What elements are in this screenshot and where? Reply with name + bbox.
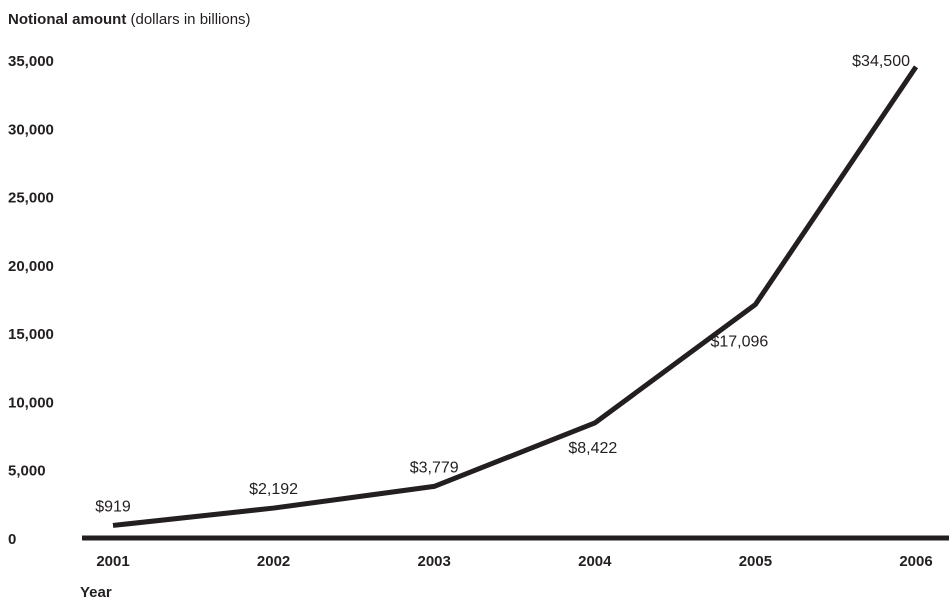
y-axis-title-bold: Notional amount — [8, 11, 126, 28]
x-tick-label: 2006 — [899, 553, 932, 570]
x-tick-label: 2003 — [418, 553, 451, 570]
data-label: $919 — [95, 498, 131, 515]
y-tick-label: 5,000 — [8, 463, 46, 480]
y-tick-label: 35,000 — [8, 53, 54, 70]
y-tick-label: 15,000 — [8, 326, 54, 343]
data-label: $8,422 — [568, 440, 617, 457]
y-tick-label: 20,000 — [8, 258, 54, 275]
y-tick-label: 0 — [8, 531, 16, 548]
data-label: $34,500 — [852, 53, 910, 70]
y-axis-title: Notional amount (dollars in billions) — [8, 11, 251, 28]
x-axis-ticks: 2001 2002 2003 2004 2005 2006 — [96, 553, 932, 570]
data-label: $17,096 — [710, 334, 768, 351]
data-labels: $919 $2,192 $3,779 $8,422 $17,096 $34,500 — [95, 53, 910, 516]
x-axis-title: Year — [80, 584, 112, 601]
data-label: $2,192 — [249, 481, 298, 498]
x-tick-label: 2002 — [257, 553, 290, 570]
x-tick-label: 2001 — [96, 553, 129, 570]
y-tick-label: 10,000 — [8, 394, 54, 411]
y-axis-ticks: 0 5,000 10,000 15,000 20,000 25,000 30,000 35,0… — [8, 53, 54, 548]
y-axis-title-units: (dollars in billions) — [126, 11, 250, 28]
series-line — [112, 65, 919, 528]
y-tick-label: 25,000 — [8, 190, 54, 207]
y-tick-label: 30,000 — [8, 121, 54, 138]
x-tick-label: 2004 — [578, 553, 612, 570]
data-label: $3,779 — [410, 459, 459, 476]
x-tick-label: 2005 — [739, 553, 772, 570]
